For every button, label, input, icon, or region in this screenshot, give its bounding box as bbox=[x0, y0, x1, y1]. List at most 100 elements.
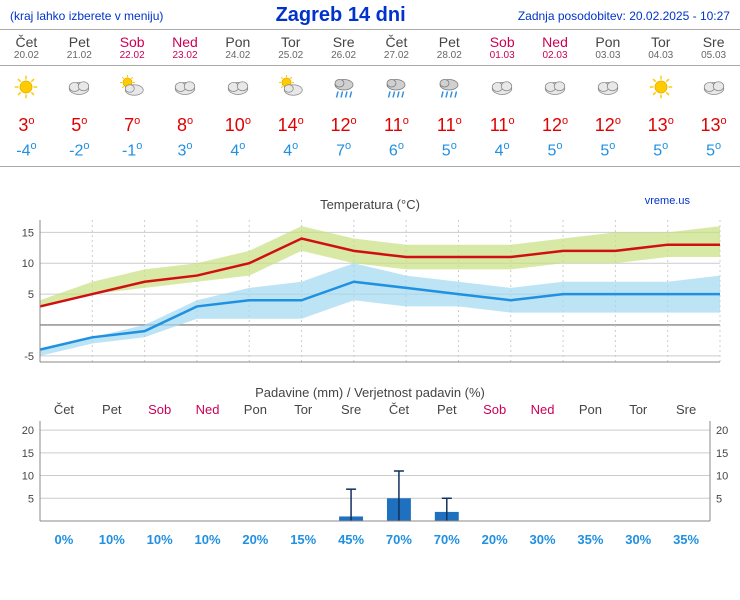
weather-icon bbox=[634, 72, 687, 107]
high-temp-row: 3o5o7o8o10o14o12o11o11o11o12o12o13o13o bbox=[0, 113, 740, 138]
weather-icon bbox=[476, 72, 529, 107]
day-header-row: Čet20.02Pet21.02Sob22.02Ned23.02Pon24.02… bbox=[0, 29, 740, 66]
precip-day-label: Pet bbox=[88, 402, 136, 417]
precip-day-label: Tor bbox=[279, 402, 327, 417]
svg-text:-5: -5 bbox=[24, 351, 34, 363]
precip-probability: 20% bbox=[231, 532, 279, 547]
weather-icon bbox=[0, 72, 53, 107]
day-header: Tor04.03 bbox=[634, 34, 687, 61]
high-temp: 7o bbox=[106, 113, 159, 138]
low-temp: 5o bbox=[581, 138, 634, 166]
low-temp-row: -4o-2o-1o3o4o4o7o6o5o4o5o5o5o5o bbox=[0, 138, 740, 167]
high-temp: 13o bbox=[634, 113, 687, 138]
precip-probability: 45% bbox=[327, 532, 375, 547]
weather-icon bbox=[423, 72, 476, 107]
svg-text:5: 5 bbox=[28, 289, 34, 301]
precip-chart-title: Padavine (mm) / Verjetnost padavin (%) bbox=[10, 385, 730, 400]
high-temp: 14o bbox=[264, 113, 317, 138]
day-header: Čet27.02 bbox=[370, 34, 423, 61]
low-temp: 5o bbox=[634, 138, 687, 166]
low-temp: -1o bbox=[106, 138, 159, 166]
weather-icon bbox=[211, 72, 264, 107]
svg-text:10: 10 bbox=[716, 471, 728, 483]
high-temp: 8o bbox=[159, 113, 212, 138]
high-temp: 13o bbox=[687, 113, 740, 138]
precip-day-label: Pon bbox=[566, 402, 614, 417]
svg-text:20: 20 bbox=[22, 425, 34, 437]
day-header: Sre26.02 bbox=[317, 34, 370, 61]
day-header: Pet28.02 bbox=[423, 34, 476, 61]
high-temp: 5o bbox=[53, 113, 106, 138]
precip-day-label: Sre bbox=[662, 402, 710, 417]
weather-icon bbox=[687, 72, 740, 107]
temp-chart-title: Temperatura (°C) bbox=[10, 197, 730, 212]
temperature-chart: -5 5 10 15 bbox=[10, 214, 730, 374]
menu-note: (kraj lahko izberete v meniju) bbox=[10, 9, 163, 23]
icons-row bbox=[0, 66, 740, 113]
precip-probability: 35% bbox=[662, 532, 710, 547]
page-title: Zagreb 14 dni bbox=[276, 4, 406, 27]
svg-text:20: 20 bbox=[716, 425, 728, 437]
weather-icon bbox=[264, 72, 317, 107]
precip-day-row: ČetPetSobNedPonTorSreČetPetSobNedPonTorS… bbox=[10, 402, 730, 417]
svg-text:15: 15 bbox=[716, 448, 728, 460]
high-temp: 3o bbox=[0, 113, 53, 138]
low-temp: 4o bbox=[264, 138, 317, 166]
day-header: Čet20.02 bbox=[0, 34, 53, 61]
day-header: Ned02.03 bbox=[529, 34, 582, 61]
day-header: Pon03.03 bbox=[581, 34, 634, 61]
precip-probability: 10% bbox=[136, 532, 184, 547]
precip-day-label: Sre bbox=[327, 402, 375, 417]
precip-probability: 0% bbox=[40, 532, 88, 547]
low-temp: 7o bbox=[317, 138, 370, 166]
high-temp: 11o bbox=[370, 113, 423, 138]
svg-text:10: 10 bbox=[22, 259, 34, 271]
precip-day-label: Sob bbox=[471, 402, 519, 417]
high-temp: 12o bbox=[529, 113, 582, 138]
precip-probability: 10% bbox=[88, 532, 136, 547]
day-header: Pet21.02 bbox=[53, 34, 106, 61]
precip-probability: 20% bbox=[471, 532, 519, 547]
weather-icon bbox=[581, 72, 634, 107]
svg-text:10: 10 bbox=[22, 471, 34, 483]
high-temp: 11o bbox=[423, 113, 476, 138]
precip-day-label: Čet bbox=[40, 402, 88, 417]
precip-day-label: Ned bbox=[184, 402, 232, 417]
day-header: Sob22.02 bbox=[106, 34, 159, 61]
updated-label: Zadnja posodobitev: 20.02.2025 - 10:27 bbox=[518, 9, 730, 23]
high-temp: 11o bbox=[476, 113, 529, 138]
precip-day-label: Tor bbox=[614, 402, 662, 417]
svg-text:5: 5 bbox=[716, 494, 722, 506]
day-header: Sre05.03 bbox=[687, 34, 740, 61]
low-temp: 4o bbox=[476, 138, 529, 166]
precip-day-label: Sob bbox=[136, 402, 184, 417]
weather-icon bbox=[159, 72, 212, 107]
high-temp: 12o bbox=[581, 113, 634, 138]
low-temp: 5o bbox=[423, 138, 476, 166]
weather-icon bbox=[106, 72, 159, 107]
precip-day-label: Čet bbox=[375, 402, 423, 417]
precip-probability: 10% bbox=[184, 532, 232, 547]
svg-text:15: 15 bbox=[22, 448, 34, 460]
weather-icon bbox=[370, 72, 423, 107]
day-header: Pon24.02 bbox=[211, 34, 264, 61]
precip-probability: 30% bbox=[519, 532, 567, 547]
low-temp: 6o bbox=[370, 138, 423, 166]
precip-day-label: Pet bbox=[423, 402, 471, 417]
svg-text:15: 15 bbox=[22, 228, 34, 240]
svg-text:5: 5 bbox=[28, 494, 34, 506]
weather-icon bbox=[317, 72, 370, 107]
day-header: Ned23.02 bbox=[159, 34, 212, 61]
low-temp: 4o bbox=[211, 138, 264, 166]
low-temp: 5o bbox=[687, 138, 740, 166]
precip-probability: 30% bbox=[614, 532, 662, 547]
precip-probability-row: 0%10%10%10%20%15%45%70%70%20%30%35%30%35… bbox=[10, 532, 730, 547]
precip-probability: 15% bbox=[279, 532, 327, 547]
low-temp: 5o bbox=[529, 138, 582, 166]
precip-day-label: Pon bbox=[231, 402, 279, 417]
precipitation-chart: 5 5 10 10 15 15 20 20 bbox=[10, 417, 730, 527]
low-temp: -2o bbox=[53, 138, 106, 166]
precip-probability: 35% bbox=[566, 532, 614, 547]
day-header: Sob01.03 bbox=[476, 34, 529, 61]
precip-day-label: Ned bbox=[519, 402, 567, 417]
